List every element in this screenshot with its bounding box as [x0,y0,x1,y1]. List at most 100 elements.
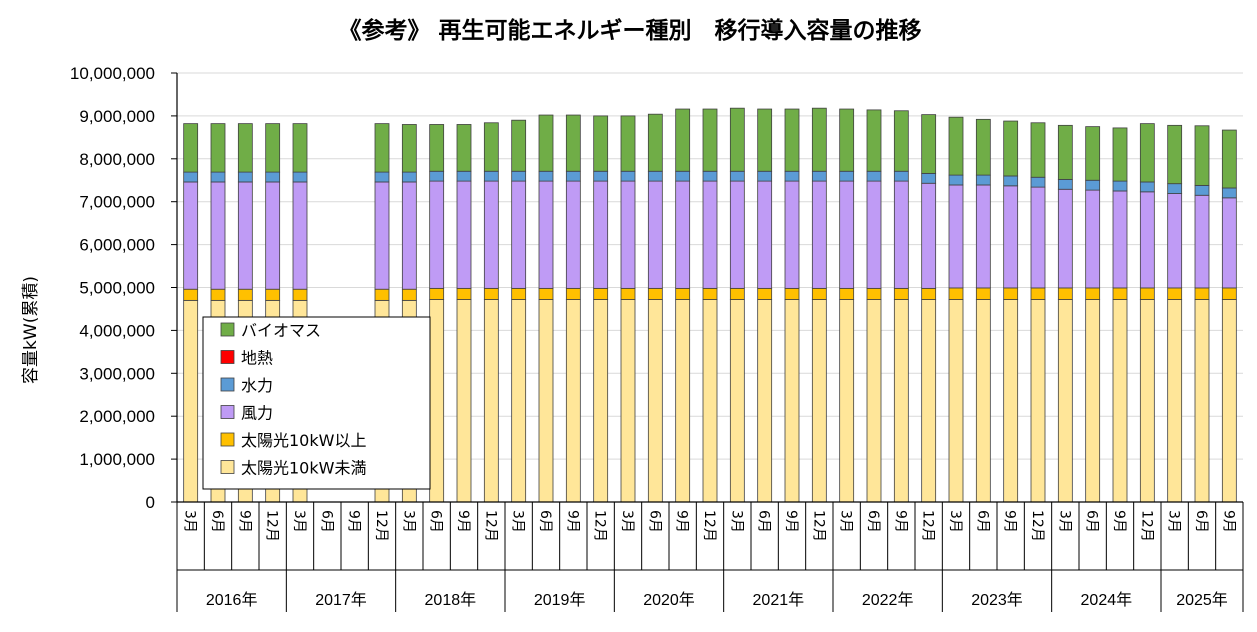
bar-segment [948,299,964,503]
bar-segment [1057,287,1073,300]
bar-segment [565,287,581,300]
year-label: 2019年 [534,591,586,609]
bar-segment [921,114,937,174]
bar-segment [811,107,827,172]
bar-segment [1003,299,1019,503]
bar-segment [702,180,718,289]
bar-segment [975,184,991,289]
bar-segment [975,287,991,300]
month-label: 3月 [510,510,526,533]
bar-segment [1194,194,1210,289]
legend-swatch [220,350,235,364]
bar-segment [839,108,855,172]
bar-segment [757,180,773,289]
month-label: 6月 [1084,510,1100,533]
bar-segment [675,180,691,289]
bar-segment [565,114,581,172]
bar-segment [1085,189,1101,289]
month-label: 9月 [783,510,799,533]
bar-segment [538,299,554,503]
legend-swatch [220,432,235,447]
month-label: 6月 [756,510,772,533]
bar-segment [1167,124,1183,185]
bar-segment [1003,175,1019,187]
bar-segment [1057,299,1073,503]
bar-segment [893,110,909,172]
bar-segment [456,299,472,503]
bar-segment [702,299,718,503]
bar-segment [784,180,800,289]
month-label: 6月 [209,510,225,533]
bar-segment [456,180,472,289]
bar-segment [647,170,663,182]
bar-segment [292,288,308,301]
bar-segment [811,299,827,503]
bar-segment [811,287,827,300]
bar-segment [483,287,499,300]
bar-segment [866,170,882,182]
bar-segment [183,288,199,301]
legend-label: 風力 [241,404,273,423]
y-tick-label: 10,000,000 [70,64,155,83]
month-label: 3月 [1056,510,1072,533]
month-label: 6月 [974,510,990,533]
year-label: 2025年 [1176,591,1228,609]
y-tick-label: 6,000,000 [79,236,155,255]
bar-segment [948,116,964,176]
bar-segment [429,299,445,503]
bar-segment [948,174,964,186]
month-label: 9月 [892,510,908,533]
month-label: 9月 [1220,510,1236,533]
bar-segment [1112,127,1128,182]
bar-segment [593,115,609,172]
bar-segment [292,123,308,173]
bar-segment [1057,178,1073,190]
legend-label: 太陽光10kW未満 [241,459,366,478]
bar-segment [183,171,199,183]
bar-segment [237,171,253,183]
bar-segment [811,170,827,182]
bar-segment [620,115,636,172]
bar-segment [757,108,773,172]
bar-segment [511,170,527,182]
legend-label: バイオマス [241,321,321,340]
bar-segment [1167,287,1183,300]
bar-segment [866,180,882,289]
bar-segment [702,170,718,182]
bar-segment [210,171,226,183]
month-label: 9月 [1002,510,1018,533]
month-label: 12月 [592,510,608,542]
legend-swatch [220,322,235,337]
bar-segment [265,123,281,173]
y-tick-label: 5,000,000 [79,279,155,298]
bar-segment [401,181,417,290]
bar-segment [593,170,609,182]
bar-segment [729,107,745,172]
bar-segment [1003,287,1019,300]
bar-segment [1112,180,1128,192]
bar-segment [1194,125,1210,186]
bar-segment [921,287,937,300]
bar-segment [729,180,745,289]
month-label: 6月 [428,510,444,533]
bar-segment [1112,287,1128,300]
month-label: 3月 [947,510,963,533]
month-label: 12月 [1138,510,1154,542]
bar-segment [483,170,499,182]
legend-box [202,316,431,490]
bar-segment [1194,299,1210,503]
bar-segment [538,170,554,182]
bar-segment [401,288,417,301]
bar-segment [1085,126,1101,181]
bar-segment [784,108,800,172]
bar-segment [429,124,445,172]
bar-segment [292,171,308,183]
bar-segment [1139,299,1155,503]
year-label: 2016年 [206,591,258,609]
bar-segment [757,170,773,182]
bar-segment [647,180,663,289]
month-label: 12月 [701,510,717,542]
bar-segment [893,299,909,503]
bar-segment [1085,287,1101,300]
